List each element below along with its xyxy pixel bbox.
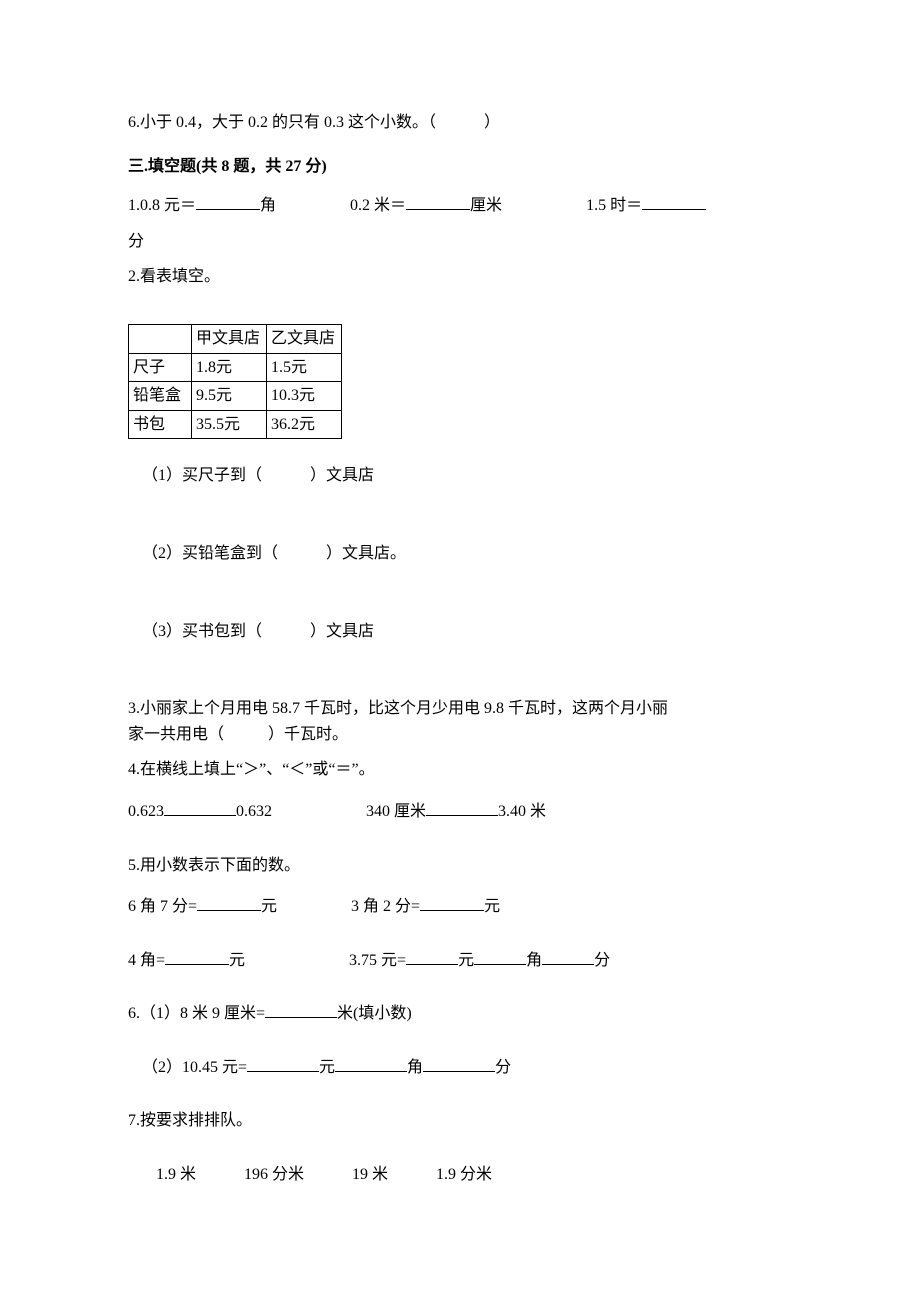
q6-blank3[interactable] bbox=[335, 1055, 407, 1072]
fill-q6-r1: 6.（1）8 米 9 厘米= 米(填小数) bbox=[128, 1001, 800, 1027]
q1-seg3-b: 分 bbox=[128, 233, 144, 250]
q2-sub2-b: ）文具店。 bbox=[326, 545, 406, 562]
q2-price-table: 甲文具店 乙文具店 尺子 1.8元 1.5元 铅笔盒 9.5元 10.3元 书包… bbox=[128, 324, 342, 439]
fill-q4-intro: 4.在横线上填上“＞”、“＜”或“＝”。 bbox=[128, 757, 800, 783]
table-cell: 10.3元 bbox=[267, 382, 342, 411]
q5-r2s2-d: 分 bbox=[594, 952, 610, 969]
table-cell: 铅笔盒 bbox=[129, 382, 192, 411]
q5-r1s1-b: 元 bbox=[261, 898, 277, 915]
q1-seg3-a: 1.5 时＝ bbox=[586, 197, 642, 214]
q6-r2-a: （2）10.45 元= bbox=[142, 1059, 247, 1076]
table-col-shop-b: 乙文具店 bbox=[267, 324, 342, 353]
q5-r1s2-a: 3 角 2 分= bbox=[351, 898, 420, 915]
q5-blank4[interactable] bbox=[406, 948, 458, 965]
table-row: 书包 35.5元 36.2元 bbox=[129, 410, 342, 439]
q1-seg1-b: 角 bbox=[260, 197, 276, 214]
q1-seg2-a: 0.2 米＝ bbox=[350, 197, 406, 214]
fill-q7-items: 1.9 米 196 分米 19 米 1.9 分米 bbox=[156, 1162, 800, 1188]
q5-r2s1: 4 角= 元 bbox=[128, 948, 245, 974]
judge-q6-text-b: ） bbox=[484, 114, 500, 131]
q1-seg1: 1.0.8 元＝ 角 bbox=[128, 193, 276, 219]
fill-q7-intro: 7.按要求排排队。 bbox=[128, 1108, 800, 1134]
q1-blank2[interactable] bbox=[406, 193, 470, 210]
fill-q6-r2: （2）10.45 元= 元 角 分 bbox=[142, 1055, 800, 1081]
q1-seg2-b: 厘米 bbox=[470, 197, 502, 214]
fill-q5-intro: 5.用小数表示下面的数。 bbox=[128, 853, 800, 879]
page-content: 6.小于 0.4，大于 0.2 的只有 0.3 这个小数。（ ） 三.填空题(共… bbox=[0, 0, 920, 1258]
table-cell: 35.5元 bbox=[192, 410, 267, 439]
q6-r2-c: 角 bbox=[407, 1059, 423, 1076]
q5-blank1[interactable] bbox=[197, 894, 261, 911]
table-row: 铅笔盒 9.5元 10.3元 bbox=[129, 382, 342, 411]
q6-blank4[interactable] bbox=[423, 1055, 495, 1072]
q6-blank2[interactable] bbox=[247, 1055, 319, 1072]
q6-r2-b: 元 bbox=[319, 1059, 335, 1076]
q2-sub2-a: （2）买铅笔盒到（ bbox=[142, 545, 278, 562]
q5-r1s2-b: 元 bbox=[484, 898, 500, 915]
section-3-title: 三.填空题(共 8 题，共 27 分) bbox=[128, 154, 800, 180]
q5-blank3[interactable] bbox=[165, 948, 229, 965]
table-cell: 36.2元 bbox=[267, 410, 342, 439]
q1-seg2: 0.2 米＝ 厘米 bbox=[350, 193, 502, 219]
q4-seg2-a: 340 厘米 bbox=[366, 803, 426, 820]
table-cell: 1.8元 bbox=[192, 353, 267, 382]
fill-q5-row1: 6 角 7 分= 元 3 角 2 分= 元 bbox=[128, 894, 800, 920]
q6-blank1[interactable] bbox=[265, 1001, 337, 1018]
q1-seg3-unit-line: 分 bbox=[128, 229, 800, 255]
table-cell: 书包 bbox=[129, 410, 192, 439]
q2-sub1-a: （1）买尺子到（ bbox=[142, 467, 262, 484]
table-cell: 9.5元 bbox=[192, 382, 267, 411]
q5-r1s1-a: 6 角 7 分= bbox=[128, 898, 197, 915]
q5-r2s2-c: 角 bbox=[526, 952, 542, 969]
q4-seg1-a: 0.623 bbox=[128, 803, 164, 820]
q1-seg3: 1.5 时＝ bbox=[586, 193, 706, 219]
q5-r2s2-a: 3.75 元= bbox=[349, 952, 406, 969]
q5-r2s1-b: 元 bbox=[229, 952, 245, 969]
q4-seg1-b: 0.632 bbox=[236, 803, 272, 820]
q1-blank1[interactable] bbox=[196, 193, 260, 210]
q3-line2-a: 家一共用电（ bbox=[128, 726, 224, 743]
q5-r1s2: 3 角 2 分= 元 bbox=[351, 894, 500, 920]
judge-q6: 6.小于 0.4，大于 0.2 的只有 0.3 这个小数。（ ） bbox=[128, 110, 800, 136]
table-col-shop-a: 甲文具店 bbox=[192, 324, 267, 353]
q5-r1s1: 6 角 7 分= 元 bbox=[128, 894, 277, 920]
table-col-blank bbox=[129, 324, 192, 353]
q6-r2-d: 分 bbox=[495, 1059, 511, 1076]
fill-q5-row2: 4 角= 元 3.75 元= 元 角 分 bbox=[128, 948, 800, 974]
q4-seg1: 0.623 0.632 bbox=[128, 799, 272, 825]
q1-seg1-a: 1.0.8 元＝ bbox=[128, 197, 196, 214]
q4-seg2: 340 厘米 3.40 米 bbox=[366, 799, 546, 825]
table-header-row: 甲文具店 乙文具店 bbox=[129, 324, 342, 353]
q2-sub2: （2）买铅笔盒到（ ）文具店。 bbox=[142, 541, 800, 567]
q5-blank5[interactable] bbox=[474, 948, 526, 965]
q5-r2s1-a: 4 角= bbox=[128, 952, 165, 969]
fill-q4-row: 0.623 0.632 340 厘米 3.40 米 bbox=[128, 799, 800, 825]
q4-blank2[interactable] bbox=[426, 799, 498, 816]
q2-sub1: （1）买尺子到（ ）文具店 bbox=[142, 463, 800, 489]
fill-q2-intro: 2.看表填空。 bbox=[128, 264, 800, 290]
table-row: 尺子 1.8元 1.5元 bbox=[129, 353, 342, 382]
q5-blank6[interactable] bbox=[542, 948, 594, 965]
q2-sub3-b: ）文具店 bbox=[310, 623, 374, 640]
fill-q3-line1: 3.小丽家上个月用电 58.7 千瓦时，比这个月少用电 9.8 千瓦时，这两个月… bbox=[128, 696, 800, 722]
table-cell: 尺子 bbox=[129, 353, 192, 382]
q6-r1-b: 米(填小数) bbox=[337, 1005, 412, 1022]
q2-sub1-b: ）文具店 bbox=[310, 467, 374, 484]
judge-q6-text-a: 6.小于 0.4，大于 0.2 的只有 0.3 这个小数。（ bbox=[128, 114, 436, 131]
q4-blank1[interactable] bbox=[164, 799, 236, 816]
q2-sub3-a: （3）买书包到（ bbox=[142, 623, 262, 640]
q5-blank2[interactable] bbox=[420, 894, 484, 911]
q3-line2-b: ）千瓦时。 bbox=[268, 726, 348, 743]
q6-r1-a: 6.（1）8 米 9 厘米= bbox=[128, 1005, 265, 1022]
q1-blank3[interactable] bbox=[642, 193, 706, 210]
q5-r2s2: 3.75 元= 元 角 分 bbox=[349, 948, 610, 974]
fill-q3-line2: 家一共用电（ ）千瓦时。 bbox=[128, 722, 800, 748]
q2-sub3: （3）买书包到（ ）文具店 bbox=[142, 619, 800, 645]
fill-q1: 1.0.8 元＝ 角 0.2 米＝ 厘米 1.5 时＝ bbox=[128, 193, 800, 219]
table-cell: 1.5元 bbox=[267, 353, 342, 382]
q5-r2s2-b: 元 bbox=[458, 952, 474, 969]
q4-seg2-b: 3.40 米 bbox=[498, 803, 546, 820]
